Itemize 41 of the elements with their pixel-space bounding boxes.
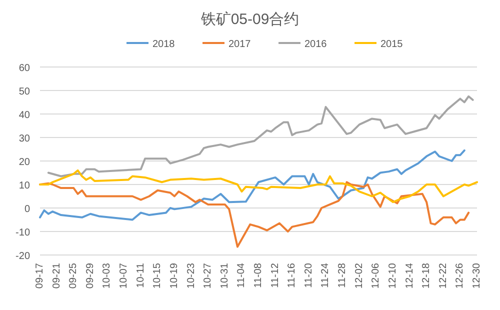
x-tick-label: 12-26	[454, 262, 466, 289]
y-tick-label: 30	[18, 134, 30, 144]
chart-title: 铁矿05-09合约	[200, 11, 300, 28]
x-tick-label: 11-16	[286, 262, 298, 288]
x-tick-label: 10-27	[202, 262, 214, 289]
x-tick-label: 12-18	[421, 262, 432, 289]
x-tick-label: 09-21	[51, 262, 62, 289]
x-tick-label: 11-24	[320, 262, 332, 288]
y-tick-label: 40	[18, 110, 30, 121]
x-tick-label: 10-15	[152, 262, 164, 289]
legend-label: 2015	[380, 39, 404, 50]
x-tick-label: 11-28	[337, 262, 348, 288]
x-tick-label: 11-20	[303, 262, 314, 288]
x-tick-label: 09-25	[68, 262, 80, 289]
x-tick-label: 12-14	[404, 262, 416, 289]
y-tick-label: 20	[18, 157, 30, 168]
y-tick-label: 60	[18, 63, 30, 74]
x-tick-label: 12-10	[387, 262, 398, 289]
x-tick-label: 10-11	[135, 262, 146, 288]
x-tick-label: 12-06	[370, 262, 382, 289]
legend-label: 2016	[304, 39, 328, 50]
y-tick-label: 0	[24, 204, 30, 215]
y-tick-label: 10	[18, 180, 30, 192]
y-tick-label: -20	[16, 251, 30, 262]
x-tick-label: 12-02	[354, 262, 365, 289]
x-tick-label: 11-08	[253, 262, 264, 288]
legend-label: 2018	[152, 39, 176, 50]
y-tick-label: -10	[16, 228, 30, 238]
x-tick-label: 09-17	[34, 262, 46, 289]
x-tick-label: 11-12	[270, 262, 281, 288]
x-tick-label: 09-29	[84, 262, 96, 289]
x-tick-label: 10-07	[118, 262, 130, 289]
x-tick-label: 10-19	[168, 262, 180, 289]
x-tick-label: 12-30	[472, 262, 482, 289]
x-tick-label: 10-03	[102, 262, 113, 289]
x-tick-label: 10-31	[219, 262, 230, 289]
y-tick-label: 50	[18, 86, 30, 98]
x-tick-label: 12-22	[438, 262, 449, 289]
x-tick-label: 10-23	[186, 262, 197, 289]
x-tick-label: 11-04	[236, 262, 248, 288]
legend-label: 2017	[228, 39, 252, 50]
